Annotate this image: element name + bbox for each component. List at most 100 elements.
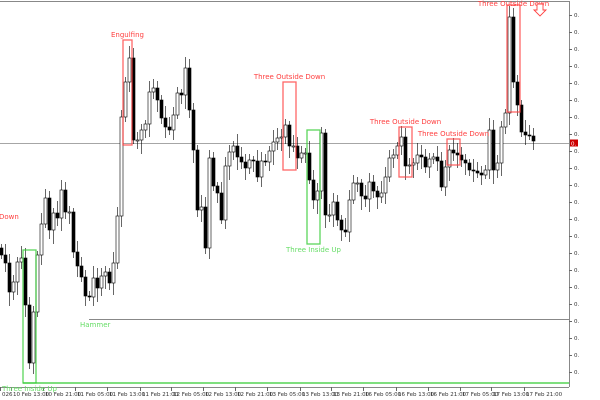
bullish-candle <box>59 189 64 219</box>
bullish-candle <box>499 126 504 164</box>
pattern-label: Three Outside Down <box>417 130 489 138</box>
pattern-box <box>398 126 413 178</box>
bearish-candle <box>215 185 220 194</box>
price-tick-label: 0. <box>574 98 579 104</box>
bearish-candle <box>107 271 112 284</box>
bullish-candle <box>231 145 236 153</box>
pattern-label: Three Inside Up <box>1 385 57 393</box>
bearish-candle <box>163 117 168 128</box>
price-tick-label: 0. <box>574 47 579 53</box>
pattern-label: Three Outside Down <box>253 73 325 81</box>
pattern-box <box>22 249 37 384</box>
pattern-label: Three Outside Down <box>477 0 549 8</box>
bearish-candle <box>63 189 68 213</box>
bearish-candle <box>287 124 292 147</box>
bullish-candle <box>91 277 96 298</box>
bearish-candle <box>519 104 524 133</box>
bearish-candle <box>179 92 184 96</box>
bullish-candle <box>223 165 228 221</box>
bearish-candle <box>475 170 480 174</box>
bullish-candle <box>99 275 104 289</box>
bullish-candle <box>299 152 304 159</box>
sell-arrow-icon <box>532 3 548 17</box>
bullish-candle <box>431 156 436 160</box>
bearish-candle <box>23 257 28 306</box>
price-tick-label: 0. <box>574 64 579 70</box>
bullish-candle <box>483 169 488 176</box>
bearish-candle <box>375 190 380 198</box>
bullish-candle <box>267 150 272 163</box>
bullish-candle <box>347 199 352 233</box>
bearish-candle <box>7 262 12 293</box>
bearish-candle <box>187 67 192 111</box>
bearish-candle <box>435 156 440 162</box>
bearish-candle <box>451 149 456 154</box>
time-tick-label: 16 Feb 13:00 <box>398 392 435 398</box>
bullish-candle <box>331 201 336 216</box>
bullish-candle <box>383 176 388 194</box>
bullish-candle <box>103 271 108 277</box>
time-tick-label: 11 Feb 13:00 <box>109 392 146 398</box>
bullish-candle <box>487 129 492 171</box>
bullish-candle <box>111 262 116 284</box>
bearish-candle <box>491 129 496 171</box>
bullish-candle <box>43 197 48 225</box>
time-tick-label: 13 Feb 21:00 <box>333 392 370 398</box>
bearish-candle <box>455 152 460 156</box>
bullish-candle <box>143 123 148 131</box>
time-tick-label: 17 Feb 05:00 <box>462 392 499 398</box>
bullish-candle <box>327 214 332 217</box>
bearish-candle <box>311 179 316 201</box>
time-tick-label: 026 <box>2 392 13 398</box>
bearish-candle <box>531 135 536 142</box>
bearish-candle <box>255 160 260 178</box>
price-tick-label: 0. <box>574 115 579 121</box>
bullish-candle <box>175 92 180 116</box>
bearish-candle <box>343 229 348 233</box>
bullish-candle <box>183 67 188 96</box>
time-tick-label: 11 Feb 05:00 <box>77 392 114 398</box>
bullish-candle <box>283 124 288 138</box>
bullish-candle <box>67 211 72 214</box>
bearish-candle <box>167 126 172 131</box>
bearish-candle <box>219 192 224 221</box>
pattern-box <box>446 138 461 166</box>
price-tick-label: 0. <box>574 268 579 274</box>
pattern-label: Three Outside Down <box>369 118 441 126</box>
bullish-candle <box>271 141 276 152</box>
pattern-label: Engulfing <box>111 31 144 39</box>
price-tick-label: 0. <box>574 200 579 206</box>
bullish-candle <box>407 164 412 167</box>
time-tick-label: 16 Feb 21:00 <box>430 392 467 398</box>
price-tick-label: 0. <box>574 370 579 376</box>
bearish-candle <box>527 134 532 137</box>
bullish-candle <box>259 160 264 178</box>
price-tick-label: 0. <box>574 353 579 359</box>
bearish-candle <box>515 81 520 106</box>
current-price-label: 0. <box>571 142 576 148</box>
pattern-box <box>282 81 297 171</box>
bullish-candle <box>15 261 20 283</box>
pattern-box <box>122 39 133 146</box>
price-tick-label: 0. <box>574 30 579 36</box>
time-tick-label: 11 Feb 21:00 <box>142 392 179 398</box>
bearish-candle <box>243 161 248 169</box>
bullish-candle <box>315 190 320 201</box>
bearish-candle <box>203 206 208 249</box>
bearish-candle <box>27 304 32 364</box>
bullish-candle <box>139 129 144 141</box>
bullish-candle <box>115 215 120 264</box>
time-tick-label: 12 Feb 05:00 <box>173 392 210 398</box>
bearish-candle <box>71 211 76 253</box>
bearish-candle <box>47 197 52 231</box>
bearish-candle <box>467 162 472 171</box>
bullish-candle <box>427 158 432 168</box>
bullish-candle <box>207 157 212 249</box>
bearish-candle <box>235 145 240 158</box>
bearish-candle <box>359 182 364 197</box>
bullish-candle <box>39 223 44 256</box>
bearish-candle <box>191 109 196 151</box>
bearish-candle <box>239 156 244 163</box>
